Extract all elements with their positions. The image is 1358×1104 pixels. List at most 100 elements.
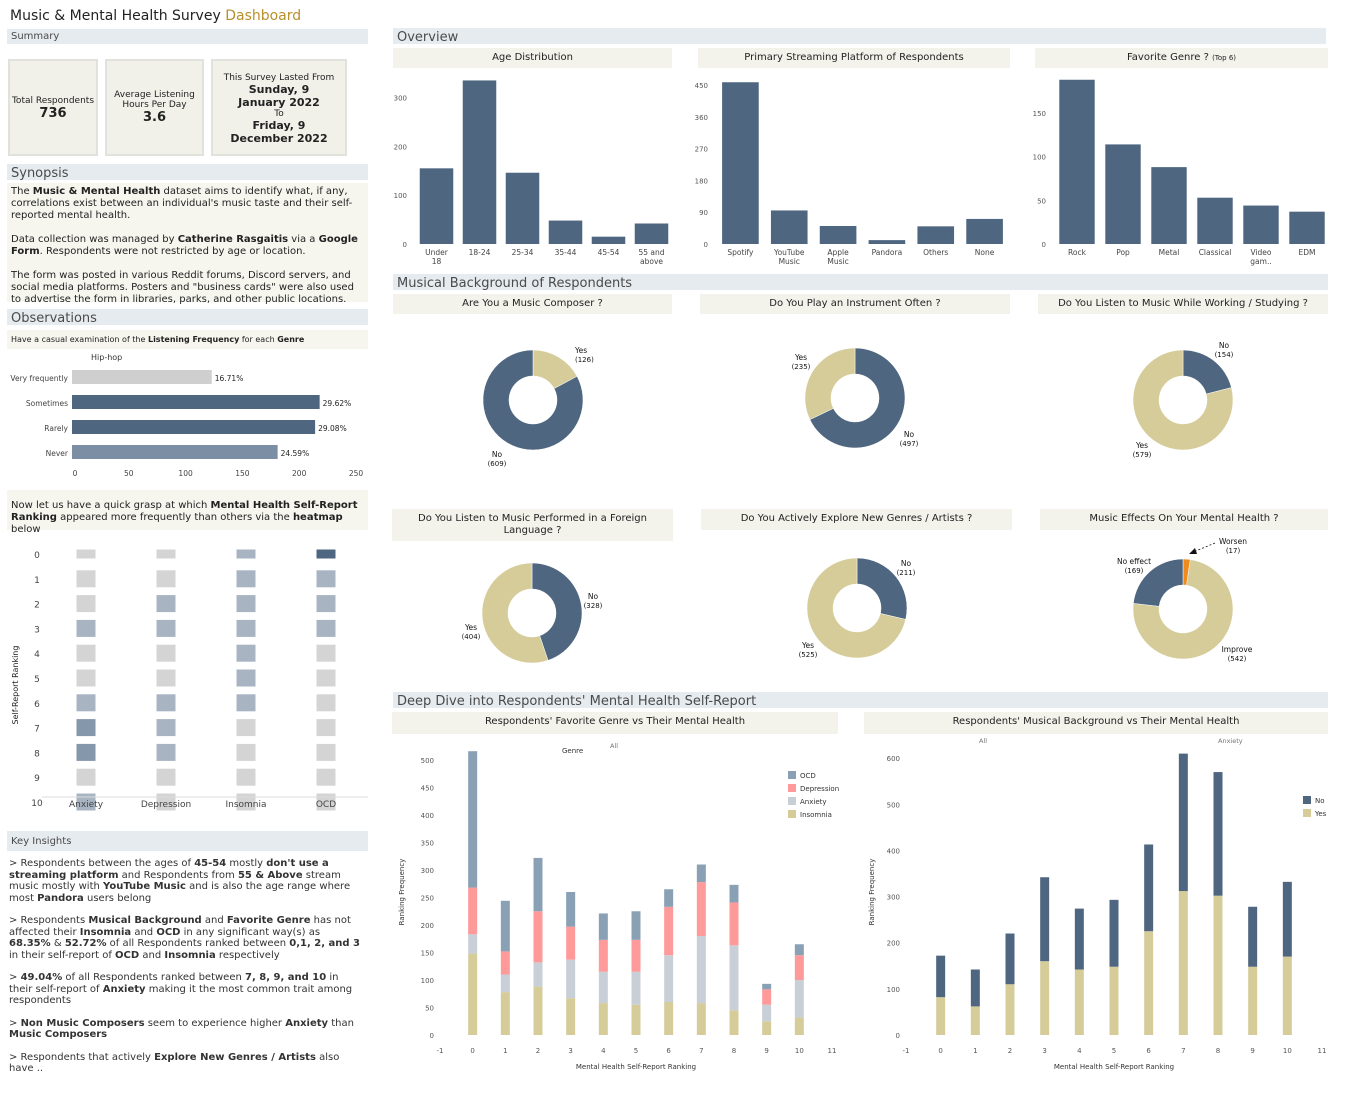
y-tick-label: 50 [1037,197,1046,205]
y-tick-label: 100 [421,977,434,985]
heatmap-cell [236,549,256,559]
total-respondents-label: Total Respondents [11,96,95,106]
bar-Anxiety-9 [762,1004,772,1022]
bar-Yes-4 [1074,969,1084,1035]
heatmap-cell [76,549,96,559]
bar-Insomnia-4 [598,1003,608,1035]
x-tick-label: 0 [938,1047,942,1055]
observations-intro: Have a casual examination of the Listeni… [7,330,368,349]
worsen-arrowhead [1189,548,1197,554]
bar-Insomnia-0 [468,953,478,1035]
x-tick-label: 1 [973,1047,977,1055]
working-title: Do You Listen to Music While Working / S… [1038,294,1328,314]
genre-filter-label: Genre [562,747,583,755]
heatmap-cell [156,793,176,811]
donut-label: No effect [1117,557,1151,566]
bar-Anxiety-0 [468,934,478,954]
bar-Yes-6 [1144,931,1154,1035]
synopsis-text: The Music & Mental Health dataset aims t… [7,183,368,305]
x-tick-label: gam.. [1250,257,1271,266]
bar-OCD-4 [598,913,608,940]
heatmap-cell [316,743,336,761]
heatmap-cell [316,619,336,637]
donut-label: Yes [1135,441,1148,450]
x-tick-label: 9 [1250,1047,1254,1055]
x-tick-label: 5 [634,1047,638,1055]
bar-OCD-2 [533,857,543,912]
freq-label: Never [46,449,69,458]
insight-5: > Respondents that actively Explore New … [9,1051,340,1075]
bar-Depression-2 [533,911,543,963]
bar-No-10 [1282,881,1292,957]
heatmap-cell [316,793,336,811]
x-tick-label: 2 [536,1047,540,1055]
total-respondents-value: 736 [39,106,67,121]
heatmap-cell [156,619,176,637]
x-tick-label: 4 [601,1047,606,1055]
bar-OCD-7 [696,864,706,883]
genre-mh-title: Respondents' Favorite Genre vs Their Men… [392,712,838,734]
heatmap-cell [76,694,96,712]
freq-label: Very frequently [10,374,68,383]
x-tick-label: 5 [1112,1047,1116,1055]
heatmap-cell [76,570,96,588]
heatmap-row-label: 6 [34,700,40,710]
donut-slice-Improve [1132,559,1234,660]
x-tick-label: 11 [1318,1047,1327,1055]
donut-value: (328) [584,602,603,610]
heatmap-cell [76,719,96,737]
donut-slice-Yes [1132,349,1234,451]
heatmap-cell [316,719,336,737]
x-tick-label: None [975,248,995,257]
bar-OCD-0 [468,751,478,888]
bar-Anxiety-7 [696,936,706,1004]
observations-header: Observations [7,309,368,326]
bar-Depression-1 [500,951,510,975]
y-tick-label: 300 [421,867,434,875]
dashboard-title: Music & Mental Health Survey Dashboard [10,8,301,24]
y-tick-label: 0 [430,1032,434,1040]
bar-No-6 [1144,844,1154,932]
bar-Anxiety-4 [598,971,608,1004]
bar-Classical [1197,197,1233,244]
heatmap-cell [76,669,96,687]
genre-filter-label[interactable]: Hip-hop [91,353,123,362]
x-tick-label: 8 [732,1047,736,1055]
title-main: Music & Mental Health Survey [10,8,221,24]
bar-EDM [1289,211,1325,244]
bar-18-24 [462,80,497,244]
heatmap-cell [76,743,96,761]
explore-title: Do You Actively Explore New Genres / Art… [701,509,1012,530]
donut-slice-Yes [481,562,549,664]
heatmap-cell [156,570,176,588]
survey-lasted-label: This Survey Lasted From [223,73,335,83]
donut-label: Yes [464,623,477,632]
freq-x-tick: 50 [124,469,134,478]
donut-label: Yes [801,641,814,650]
favorite-genre-title: Favorite Genre ? (Top 6) [1035,48,1328,68]
x-tick-label: Music [779,257,800,266]
x-tick-label: Classical [1199,248,1232,257]
freq-label: Sometimes [26,399,68,408]
donut-label: Yes [574,346,587,355]
y-tick-label: 450 [695,82,708,90]
heatmap-cell [156,595,176,613]
synopsis-header: Synopsis [7,164,368,181]
freq-bar-Sometimes [72,395,320,409]
y-tick-label: 0 [704,241,708,249]
bar-Anxiety-2 [533,962,543,987]
bar-Insomnia-8 [729,1010,739,1035]
bar-Depression-7 [696,882,706,936]
bar-Insomnia-3 [566,998,576,1035]
bar-Yes-9 [1248,966,1258,1035]
favorite-genre-chart: 0 50 100 150 Rock Pop Metal Classical Videogam..… [1033,79,1325,266]
y-tick-label: 200 [887,940,900,948]
bar-Yes-7 [1178,891,1188,1035]
heatmap-cell [236,669,256,687]
donut-label: Worsen [1219,537,1247,546]
donut-label: No [492,450,503,459]
legend-label: No [1315,797,1325,805]
y-tick-label: 250 [421,895,434,903]
heatmap-cell [76,619,96,637]
